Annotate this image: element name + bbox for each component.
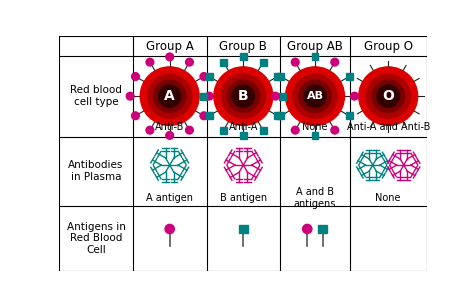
FancyBboxPatch shape [277, 73, 284, 80]
Circle shape [158, 85, 181, 107]
FancyBboxPatch shape [311, 132, 319, 139]
Circle shape [359, 67, 418, 126]
Circle shape [214, 67, 273, 126]
Circle shape [132, 73, 139, 80]
FancyBboxPatch shape [277, 112, 284, 119]
Circle shape [302, 224, 312, 233]
Circle shape [166, 132, 173, 139]
Text: Antibodies
in Plasma: Antibodies in Plasma [68, 161, 124, 182]
Circle shape [146, 58, 154, 66]
Circle shape [293, 74, 337, 118]
FancyBboxPatch shape [239, 225, 247, 233]
FancyBboxPatch shape [240, 54, 247, 60]
Circle shape [372, 80, 404, 112]
Text: Anti-A and Anti-B: Anti-A and Anti-B [346, 122, 430, 132]
Text: Group O: Group O [364, 40, 413, 53]
Circle shape [165, 224, 174, 233]
FancyBboxPatch shape [274, 73, 281, 80]
Circle shape [331, 58, 338, 66]
Circle shape [351, 92, 358, 100]
Text: B antigen: B antigen [220, 193, 267, 203]
Text: AB: AB [307, 91, 323, 101]
Circle shape [292, 58, 299, 66]
Circle shape [140, 67, 199, 126]
FancyBboxPatch shape [274, 112, 281, 119]
Text: Antigens in
Red Blood
Cell: Antigens in Red Blood Cell [67, 222, 126, 255]
FancyBboxPatch shape [220, 127, 227, 134]
Circle shape [227, 80, 259, 112]
FancyBboxPatch shape [220, 59, 227, 66]
FancyBboxPatch shape [311, 54, 319, 60]
Text: Group AB: Group AB [287, 40, 343, 53]
FancyBboxPatch shape [260, 127, 266, 134]
Text: A: A [164, 89, 175, 103]
Circle shape [299, 80, 331, 112]
Text: Anti-B: Anti-B [155, 122, 184, 132]
FancyBboxPatch shape [201, 93, 207, 100]
Circle shape [377, 85, 400, 107]
Circle shape [200, 73, 208, 80]
FancyBboxPatch shape [319, 225, 327, 233]
Circle shape [186, 58, 193, 66]
Circle shape [304, 85, 326, 107]
FancyBboxPatch shape [206, 73, 212, 80]
Circle shape [366, 74, 410, 118]
Circle shape [166, 53, 173, 61]
FancyBboxPatch shape [260, 59, 266, 66]
Circle shape [331, 126, 338, 134]
Text: Group A: Group A [146, 40, 193, 53]
Text: Anti-A: Anti-A [228, 122, 258, 132]
Circle shape [292, 126, 299, 134]
Circle shape [126, 92, 134, 100]
FancyBboxPatch shape [346, 73, 353, 80]
Circle shape [221, 74, 265, 118]
Text: A and B
antigens: A and B antigens [294, 187, 336, 209]
Text: O: O [383, 89, 394, 103]
Text: B: B [238, 89, 249, 103]
Circle shape [200, 112, 208, 120]
Circle shape [147, 74, 192, 118]
FancyBboxPatch shape [279, 93, 286, 100]
FancyBboxPatch shape [240, 132, 247, 139]
Circle shape [285, 67, 345, 126]
FancyBboxPatch shape [346, 112, 353, 119]
Text: None: None [375, 193, 401, 203]
Circle shape [272, 92, 279, 100]
Circle shape [154, 80, 186, 112]
Circle shape [146, 126, 154, 134]
FancyBboxPatch shape [206, 112, 212, 119]
Text: Group B: Group B [219, 40, 267, 53]
Text: Red blood
cell type: Red blood cell type [70, 85, 122, 107]
Circle shape [132, 112, 139, 120]
Text: A antigen: A antigen [146, 193, 193, 203]
Circle shape [186, 126, 193, 134]
Circle shape [205, 92, 213, 100]
Circle shape [232, 85, 255, 107]
Text: None: None [302, 122, 328, 132]
